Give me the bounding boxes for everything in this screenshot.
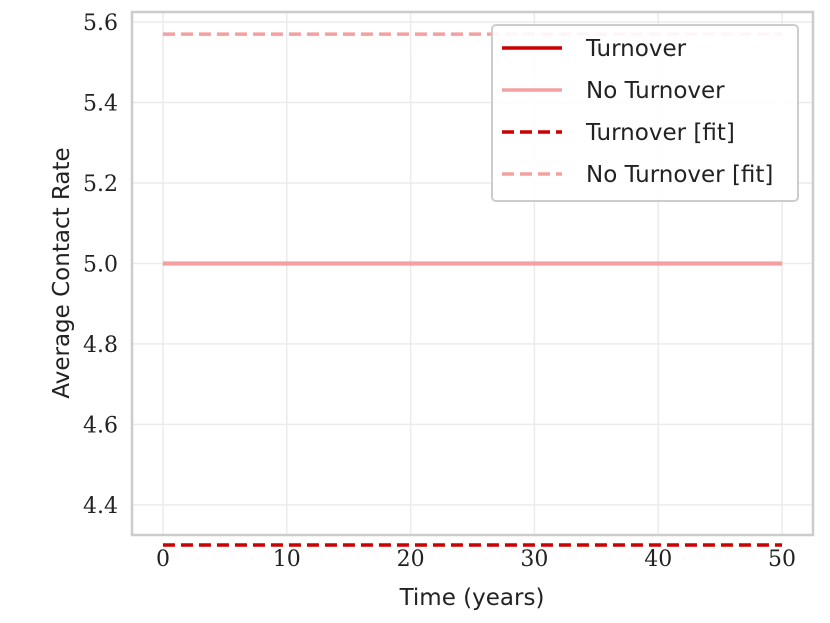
x-tick-label: 50 — [768, 547, 796, 572]
x-axis-label: Time (years) — [399, 585, 545, 611]
x-tick-label: 10 — [273, 547, 301, 572]
x-tick-labels: 0 10 20 30 40 50 — [156, 547, 796, 572]
x-tick-label: 30 — [520, 547, 548, 572]
y-tick-label: 5.0 — [83, 252, 118, 277]
y-axis-label: Average Contact Rate — [49, 147, 75, 398]
legend-label: No Turnover — [586, 78, 725, 104]
y-tick-label: 4.4 — [83, 494, 118, 519]
legend-label: No Turnover [fit] — [586, 162, 773, 188]
y-tick-label: 5.2 — [83, 172, 118, 197]
x-tick-label: 0 — [156, 547, 170, 572]
y-tick-label: 5.4 — [83, 92, 118, 117]
x-tick-label: 40 — [644, 547, 672, 572]
legend: Turnover No Turnover Turnover [fit] No Turn… — [491, 24, 799, 202]
legend-label: Turnover — [585, 36, 687, 62]
y-tick-labels: 4.4 4.6 4.8 5.0 5.2 5.4 5.6 — [83, 11, 118, 519]
legend-label: Turnover [fit] — [585, 120, 735, 146]
plot-frame — [130, 10, 815, 537]
x-tick-label: 20 — [397, 547, 425, 572]
y-tick-label: 4.8 — [83, 333, 118, 358]
y-tick-label: 5.6 — [83, 11, 118, 36]
legend-box — [491, 24, 799, 202]
y-tick-label: 4.6 — [83, 413, 118, 438]
